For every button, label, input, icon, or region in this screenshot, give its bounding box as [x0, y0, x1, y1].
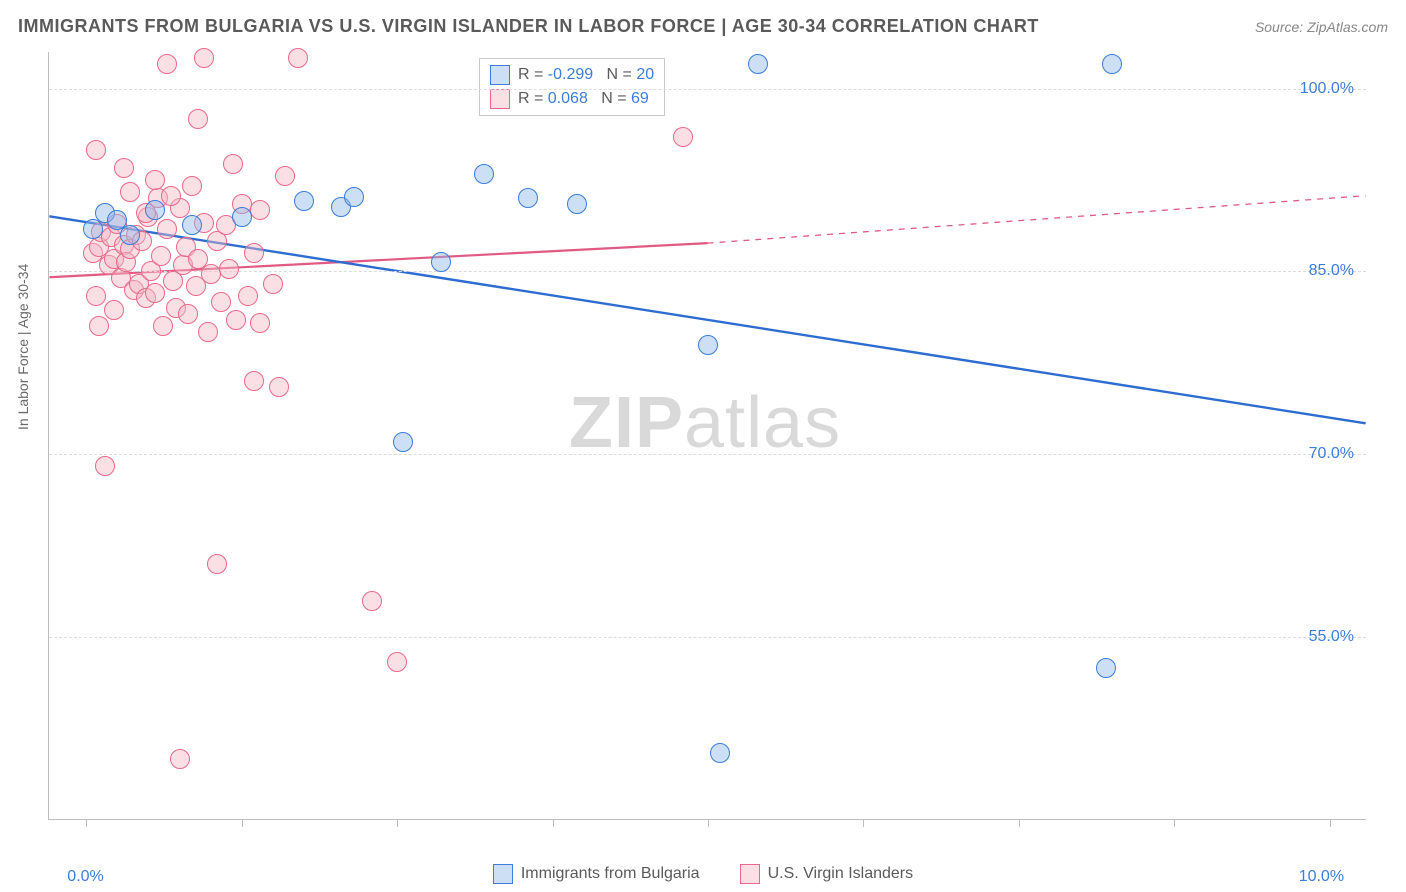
point-a — [1102, 54, 1122, 74]
point-b — [207, 554, 227, 574]
ytick-label: 100.0% — [1300, 80, 1354, 98]
legend-item-a: Immigrants from Bulgaria — [493, 864, 700, 884]
point-b — [145, 170, 165, 190]
xtick-mark — [1330, 819, 1331, 827]
point-b — [387, 652, 407, 672]
point-b — [362, 591, 382, 611]
point-b — [182, 176, 202, 196]
point-a — [232, 207, 252, 227]
legend-label-b: U.S. Virgin Islanders — [768, 865, 914, 883]
point-b — [201, 264, 221, 284]
legend-stat-text: R = -0.299 N = 20 — [518, 66, 654, 84]
point-a — [431, 252, 451, 272]
legend-swatch — [490, 89, 510, 109]
legend-swatch — [490, 65, 510, 85]
point-b — [178, 304, 198, 324]
ytick-label: 55.0% — [1309, 628, 1354, 646]
point-b — [120, 182, 140, 202]
swatch-b — [740, 864, 760, 884]
y-axis-label: In Labor Force | Age 30-34 — [15, 264, 31, 430]
point-b — [86, 286, 106, 306]
legend-bottom: Immigrants from Bulgaria U.S. Virgin Isl… — [0, 864, 1406, 884]
point-b — [250, 313, 270, 333]
point-a — [710, 743, 730, 763]
legend-label-a: Immigrants from Bulgaria — [521, 865, 700, 883]
point-b — [114, 158, 134, 178]
swatch-a — [493, 864, 513, 884]
xtick-mark — [863, 819, 864, 827]
point-a — [120, 225, 140, 245]
watermark-zip: ZIP — [569, 383, 684, 463]
point-b — [269, 377, 289, 397]
point-a — [698, 335, 718, 355]
point-b — [219, 259, 239, 279]
legend-stat-row: R = 0.068 N = 69 — [490, 87, 654, 111]
point-b — [89, 316, 109, 336]
xtick-mark — [242, 819, 243, 827]
legend-stat-text: R = 0.068 N = 69 — [518, 90, 649, 108]
point-b — [161, 186, 181, 206]
point-b — [157, 219, 177, 239]
plot-area: ZIPatlas R = -0.299 N = 20 R = 0.068 N = … — [48, 52, 1366, 820]
trend-lines — [49, 52, 1366, 819]
point-a — [748, 54, 768, 74]
point-a — [145, 200, 165, 220]
gridline-h — [49, 271, 1366, 272]
point-a — [567, 194, 587, 214]
point-a — [1096, 658, 1116, 678]
gridline-h — [49, 89, 1366, 90]
point-b — [95, 456, 115, 476]
point-b — [151, 246, 171, 266]
point-b — [194, 48, 214, 68]
xtick-mark — [397, 819, 398, 827]
point-b — [198, 322, 218, 342]
point-b — [263, 274, 283, 294]
legend-stat-row: R = -0.299 N = 20 — [490, 63, 654, 87]
xtick-label-max: 10.0% — [1299, 868, 1344, 886]
xtick-label-min: 0.0% — [67, 868, 103, 886]
legend-stats: R = -0.299 N = 20 R = 0.068 N = 69 — [479, 58, 665, 116]
gridline-h — [49, 637, 1366, 638]
chart-title: IMMIGRANTS FROM BULGARIA VS U.S. VIRGIN … — [18, 16, 1039, 37]
point-b — [188, 109, 208, 129]
title-bar: IMMIGRANTS FROM BULGARIA VS U.S. VIRGIN … — [18, 16, 1388, 37]
point-b — [275, 166, 295, 186]
point-b — [104, 300, 124, 320]
watermark: ZIPatlas — [569, 382, 841, 464]
point-b — [238, 286, 258, 306]
source-label: Source: ZipAtlas.com — [1255, 19, 1388, 35]
point-b — [157, 54, 177, 74]
point-b — [145, 283, 165, 303]
point-a — [294, 191, 314, 211]
point-a — [474, 164, 494, 184]
ytick-label: 70.0% — [1309, 445, 1354, 463]
point-b — [244, 243, 264, 263]
gridline-h — [49, 454, 1366, 455]
point-a — [182, 215, 202, 235]
point-b — [170, 749, 190, 769]
point-b — [211, 292, 231, 312]
point-b — [223, 154, 243, 174]
point-b — [288, 48, 308, 68]
watermark-atlas: atlas — [684, 383, 841, 463]
point-b — [153, 316, 173, 336]
xtick-mark — [86, 819, 87, 827]
xtick-mark — [708, 819, 709, 827]
point-b — [673, 127, 693, 147]
point-b — [250, 200, 270, 220]
point-b — [244, 371, 264, 391]
legend-item-b: U.S. Virgin Islanders — [740, 864, 914, 884]
point-a — [518, 188, 538, 208]
point-a — [344, 187, 364, 207]
ytick-label: 85.0% — [1309, 262, 1354, 280]
point-b — [226, 310, 246, 330]
point-b — [86, 140, 106, 160]
xtick-mark — [1019, 819, 1020, 827]
xtick-mark — [553, 819, 554, 827]
xtick-mark — [1174, 819, 1175, 827]
point-a — [393, 432, 413, 452]
